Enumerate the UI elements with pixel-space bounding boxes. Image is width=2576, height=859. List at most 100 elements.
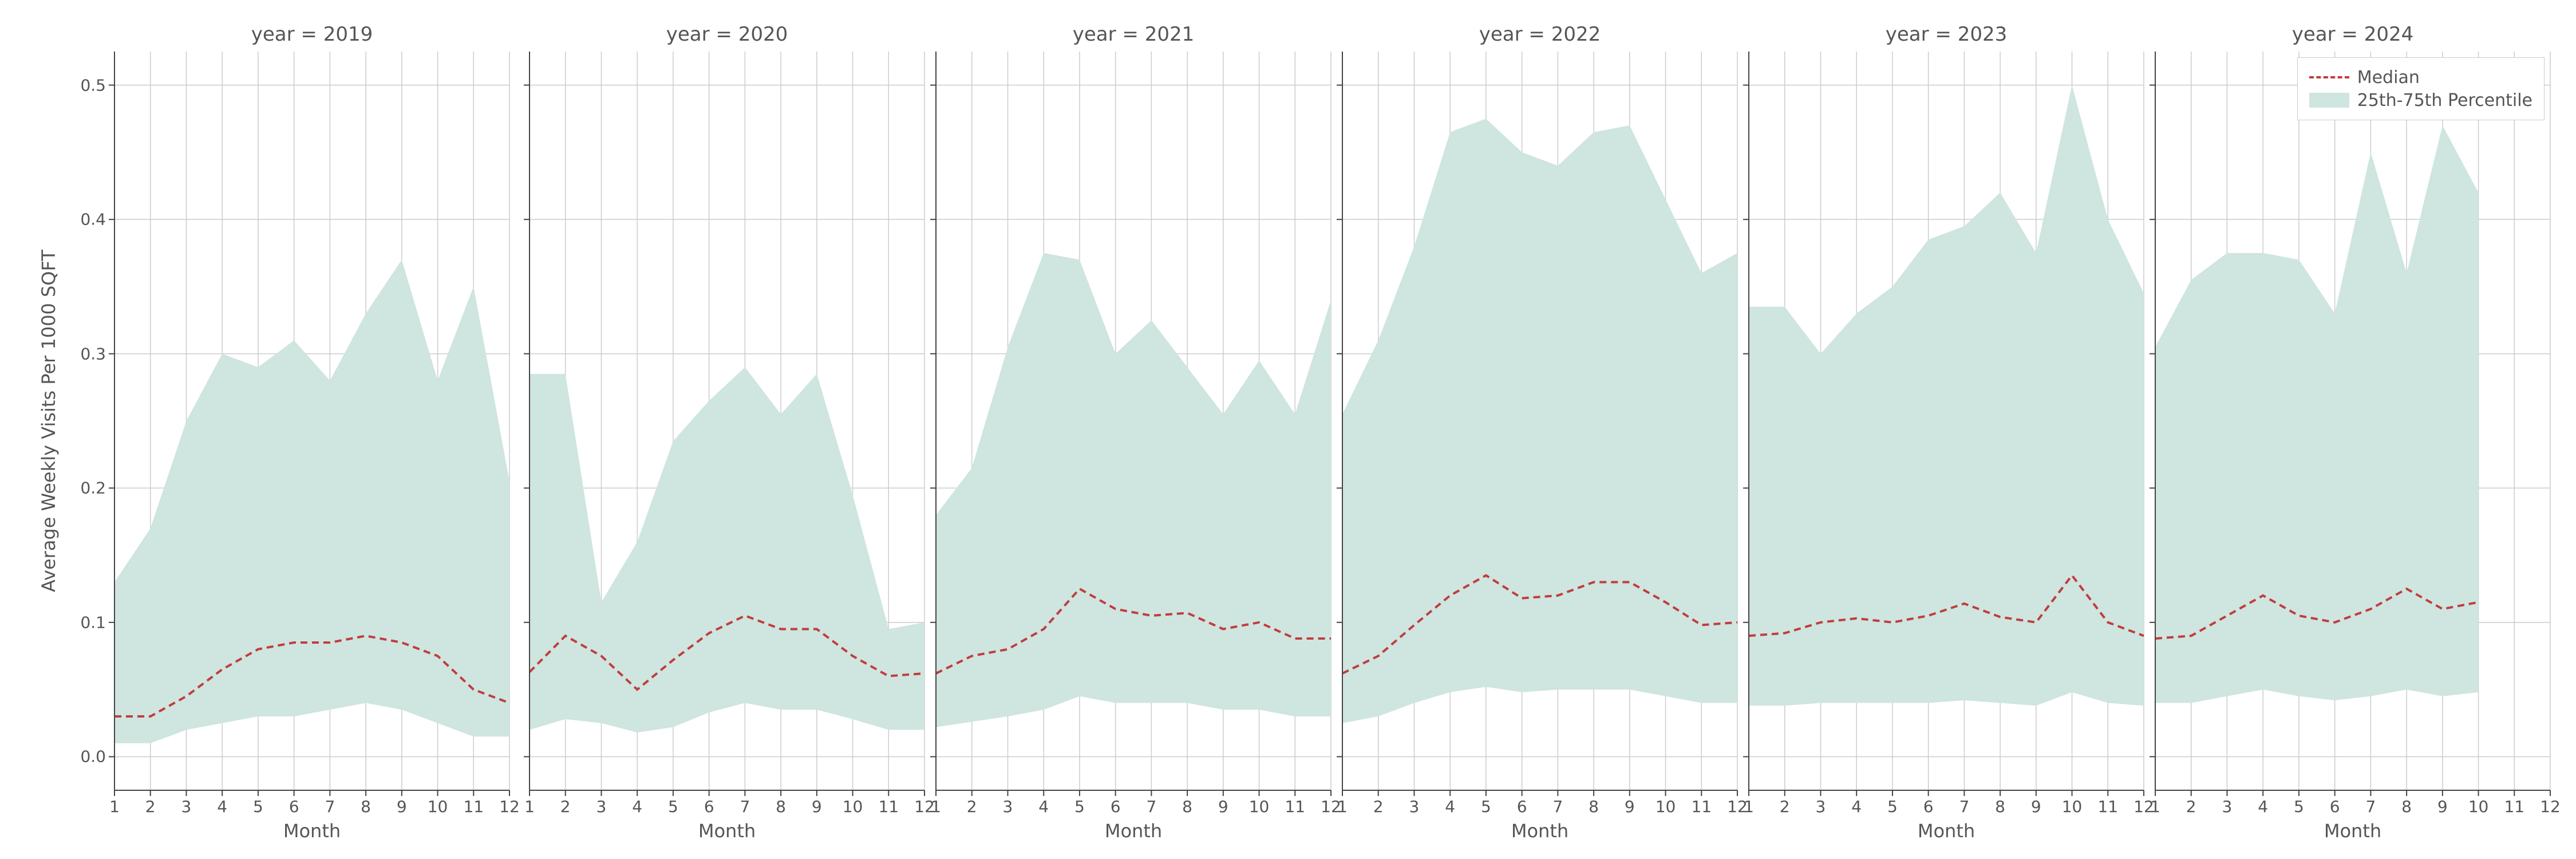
x-tick-label: 10 bbox=[2062, 797, 2083, 816]
panel-title: year = 2020 bbox=[530, 23, 924, 46]
legend-item: 25th-75th Percentile bbox=[2309, 89, 2532, 112]
x-tick-label: 6 bbox=[704, 797, 714, 816]
plot-area bbox=[530, 52, 924, 790]
x-tick-label: 11 bbox=[1285, 797, 1305, 816]
x-tick-label: 7 bbox=[1959, 797, 1969, 816]
x-tick-label: 9 bbox=[2031, 797, 2041, 816]
y-axis-label: Average Weekly Visits Per 1000 SQFT bbox=[38, 250, 60, 592]
x-tick-label: 11 bbox=[463, 797, 484, 816]
x-tick-label: 1 bbox=[109, 797, 120, 816]
percentile-band bbox=[1749, 85, 2144, 706]
x-tick-label: 1 bbox=[1744, 797, 1754, 816]
x-tick-label: 9 bbox=[1218, 797, 1228, 816]
x-tick-label: 6 bbox=[1923, 797, 1934, 816]
legend-label: 25th-75th Percentile bbox=[2357, 90, 2532, 111]
x-axis-label: Month bbox=[114, 820, 509, 842]
percentile-band bbox=[936, 253, 1331, 727]
x-tick-label: 3 bbox=[1409, 797, 1420, 816]
x-tick-label: 5 bbox=[1887, 797, 1898, 816]
x-tick-label: 2 bbox=[2186, 797, 2196, 816]
panel-title: year = 2024 bbox=[2155, 23, 2550, 46]
x-tick-label: 3 bbox=[596, 797, 607, 816]
x-tick-label: 4 bbox=[2258, 797, 2268, 816]
x-tick-label: 11 bbox=[878, 797, 899, 816]
x-tick-label: 11 bbox=[2504, 797, 2524, 816]
y-tick-label: 0.1 bbox=[80, 613, 106, 632]
x-tick-label: 1 bbox=[931, 797, 941, 816]
x-tick-label: 8 bbox=[1182, 797, 1192, 816]
x-tick-label: 7 bbox=[1146, 797, 1156, 816]
legend-item: Median bbox=[2309, 66, 2532, 89]
x-tick-label: 8 bbox=[2401, 797, 2412, 816]
x-axis-label: Month bbox=[1342, 820, 1737, 842]
chart-panel: year = 2021123456789101112Month bbox=[936, 52, 1331, 790]
x-tick-label: 9 bbox=[2437, 797, 2448, 816]
chart-panel: year = 2019123456789101112Month0.00.10.2… bbox=[114, 52, 509, 790]
panel-title: year = 2021 bbox=[936, 23, 1331, 46]
y-tick-label: 0.5 bbox=[80, 76, 106, 94]
panel-title: year = 2023 bbox=[1749, 23, 2144, 46]
legend: Median25th-75th Percentile bbox=[2297, 57, 2545, 120]
y-tick-label: 0.3 bbox=[80, 344, 106, 363]
plot-area bbox=[114, 52, 509, 790]
x-axis-label: Month bbox=[1749, 820, 2144, 842]
legend-fill-swatch bbox=[2309, 93, 2349, 108]
x-tick-label: 8 bbox=[361, 797, 371, 816]
percentile-band bbox=[530, 367, 924, 732]
x-tick-label: 7 bbox=[2365, 797, 2376, 816]
x-axis-label: Month bbox=[2155, 820, 2550, 842]
chart-panel: year = 2024123456789101112MonthMedian25t… bbox=[2155, 52, 2550, 790]
x-tick-label: 9 bbox=[812, 797, 822, 816]
x-tick-label: 8 bbox=[1995, 797, 2005, 816]
x-tick-label: 4 bbox=[1445, 797, 1455, 816]
x-tick-label: 1 bbox=[2150, 797, 2160, 816]
x-tick-label: 4 bbox=[1038, 797, 1049, 816]
plot-area bbox=[2155, 52, 2550, 790]
x-tick-label: 5 bbox=[1481, 797, 1491, 816]
y-tick-label: 0.2 bbox=[80, 479, 106, 498]
plot-area bbox=[1342, 52, 1737, 790]
x-tick-label: 2 bbox=[1780, 797, 1790, 816]
x-tick-label: 12 bbox=[2540, 797, 2561, 816]
legend-label: Median bbox=[2357, 68, 2420, 88]
x-tick-label: 2 bbox=[1373, 797, 1384, 816]
x-tick-label: 10 bbox=[843, 797, 863, 816]
x-tick-label: 8 bbox=[1589, 797, 1599, 816]
x-tick-label: 8 bbox=[776, 797, 786, 816]
x-tick-label: 2 bbox=[967, 797, 977, 816]
panel-title: year = 2019 bbox=[114, 23, 509, 46]
chart-panel: year = 2020123456789101112Month bbox=[530, 52, 924, 790]
x-tick-label: 9 bbox=[397, 797, 407, 816]
x-tick-label: 6 bbox=[1517, 797, 1527, 816]
legend-line-swatch bbox=[2309, 76, 2349, 78]
chart-panel: year = 2022123456789101112Month bbox=[1342, 52, 1737, 790]
x-tick-label: 4 bbox=[217, 797, 227, 816]
x-tick-label: 10 bbox=[1249, 797, 1270, 816]
x-tick-label: 3 bbox=[181, 797, 192, 816]
x-axis-label: Month bbox=[530, 820, 924, 842]
chart-panel: year = 2023123456789101112Month bbox=[1749, 52, 2144, 790]
x-tick-label: 7 bbox=[740, 797, 750, 816]
x-tick-label: 5 bbox=[253, 797, 263, 816]
x-tick-label: 1 bbox=[1337, 797, 1348, 816]
x-tick-label: 5 bbox=[2294, 797, 2304, 816]
x-tick-label: 5 bbox=[668, 797, 678, 816]
x-tick-label: 10 bbox=[1656, 797, 1676, 816]
x-tick-label: 7 bbox=[325, 797, 335, 816]
x-tick-label: 9 bbox=[1625, 797, 1635, 816]
x-tick-label: 4 bbox=[1851, 797, 1862, 816]
x-tick-label: 3 bbox=[2222, 797, 2233, 816]
plot-area bbox=[1749, 52, 2144, 790]
x-tick-label: 4 bbox=[632, 797, 642, 816]
x-tick-label: 2 bbox=[145, 797, 156, 816]
x-tick-label: 6 bbox=[2330, 797, 2340, 816]
percentile-band bbox=[1342, 119, 1737, 723]
figure: year = 2019123456789101112Month0.00.10.2… bbox=[0, 0, 2576, 859]
x-tick-label: 1 bbox=[524, 797, 535, 816]
percentile-band bbox=[2155, 125, 2479, 703]
x-tick-label: 2 bbox=[560, 797, 571, 816]
x-tick-label: 7 bbox=[1552, 797, 1563, 816]
x-tick-label: 6 bbox=[1111, 797, 1121, 816]
x-tick-label: 5 bbox=[1074, 797, 1085, 816]
percentile-band bbox=[114, 260, 509, 743]
